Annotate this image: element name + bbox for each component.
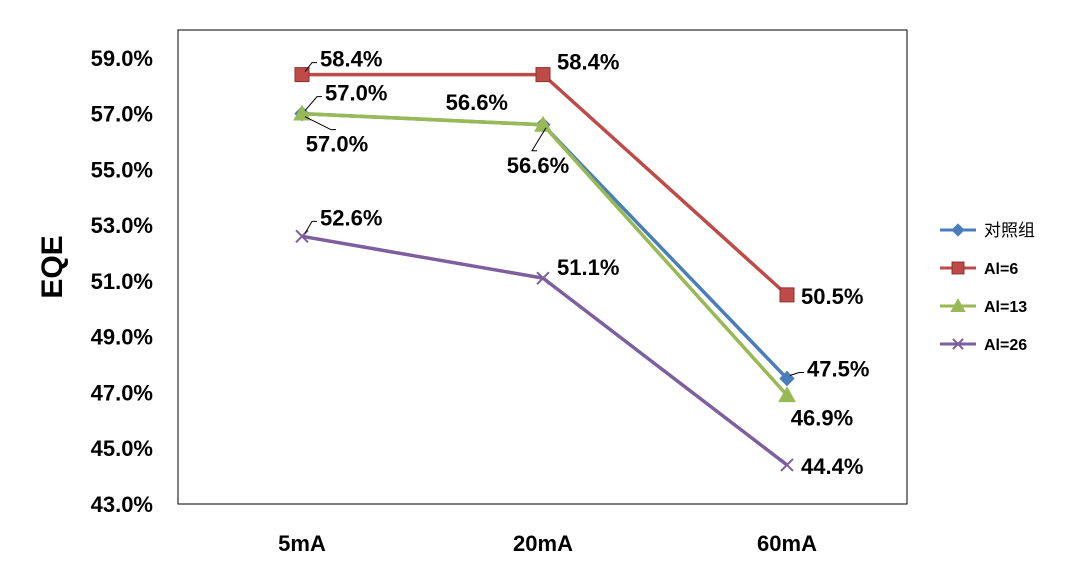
y-tick-label: 57.0%	[91, 102, 153, 127]
data-label: 50.5%	[801, 284, 863, 309]
data-label: 56.6%	[507, 153, 569, 178]
y-tick-label: 55.0%	[91, 157, 153, 182]
legend-item: 对照组	[940, 221, 1035, 241]
data-label: 44.4%	[801, 454, 863, 479]
series-point	[535, 67, 551, 83]
legend-item: Al=26	[940, 337, 1027, 354]
series-2	[293, 104, 796, 403]
data-label: 58.4%	[320, 47, 382, 72]
data-label: 46.9%	[791, 405, 853, 430]
y-tick-label: 51.0%	[91, 269, 153, 294]
y-axis-ticks: 59.0% 57.0% 55.0% 53.0% 51.0% 49.0% 47.0% 45.0%…	[91, 46, 153, 517]
data-label: 57.0%	[306, 132, 368, 157]
legend: 对照组 Al=6 Al=13 Al=26	[940, 221, 1035, 354]
series-point	[293, 104, 311, 121]
data-label-leader	[304, 62, 317, 72]
data-label-leader	[304, 220, 317, 234]
data-label-leader	[304, 96, 322, 111]
x-tick-label: 60mA	[757, 531, 817, 556]
legend-marker	[950, 298, 966, 312]
y-tick-label: 49.0%	[91, 325, 153, 350]
series-point	[778, 386, 796, 403]
y-tick-label: 59.0%	[91, 46, 153, 71]
data-label: 56.6%	[446, 90, 508, 115]
data-label: 52.6%	[320, 205, 382, 230]
data-labels-layer: 57.0% 56.6% 47.5% 58.4% 58.4% 50.5% 57.0% 56.6%…	[304, 47, 869, 479]
y-axis-title: EQE	[36, 235, 69, 298]
data-label: 47.5%	[807, 357, 869, 382]
x-axis-ticks: 5mA 20mA 60mA	[278, 531, 817, 556]
x-tick-label: 20mA	[513, 531, 573, 556]
legend-marker	[951, 261, 965, 275]
series-point	[780, 458, 794, 472]
x-tick-label: 5mA	[278, 531, 326, 556]
legend-label: Al=13	[984, 299, 1027, 316]
legend-marker	[952, 338, 964, 350]
data-label: 57.0%	[325, 81, 387, 106]
legend-label: Al=6	[984, 261, 1018, 278]
y-tick-label: 53.0%	[91, 213, 153, 238]
legend-marker	[951, 223, 965, 237]
data-label-leader	[789, 372, 804, 377]
data-label-leader	[531, 127, 547, 152]
series-point	[534, 115, 552, 132]
legend-item: Al=6	[940, 261, 1018, 278]
data-label-leader	[304, 116, 336, 131]
y-tick-label: 43.0%	[91, 492, 153, 517]
series-point	[536, 271, 550, 285]
data-label: 51.1%	[557, 255, 619, 280]
series-point	[779, 287, 795, 303]
legend-label: 对照组	[984, 221, 1035, 241]
plot-area	[177, 29, 908, 505]
legend-label: Al=26	[984, 337, 1027, 354]
data-label: 58.4%	[557, 50, 619, 75]
legend-item: Al=13	[940, 298, 1027, 316]
y-tick-label: 47.0%	[91, 380, 153, 405]
y-tick-label: 45.0%	[91, 436, 153, 461]
